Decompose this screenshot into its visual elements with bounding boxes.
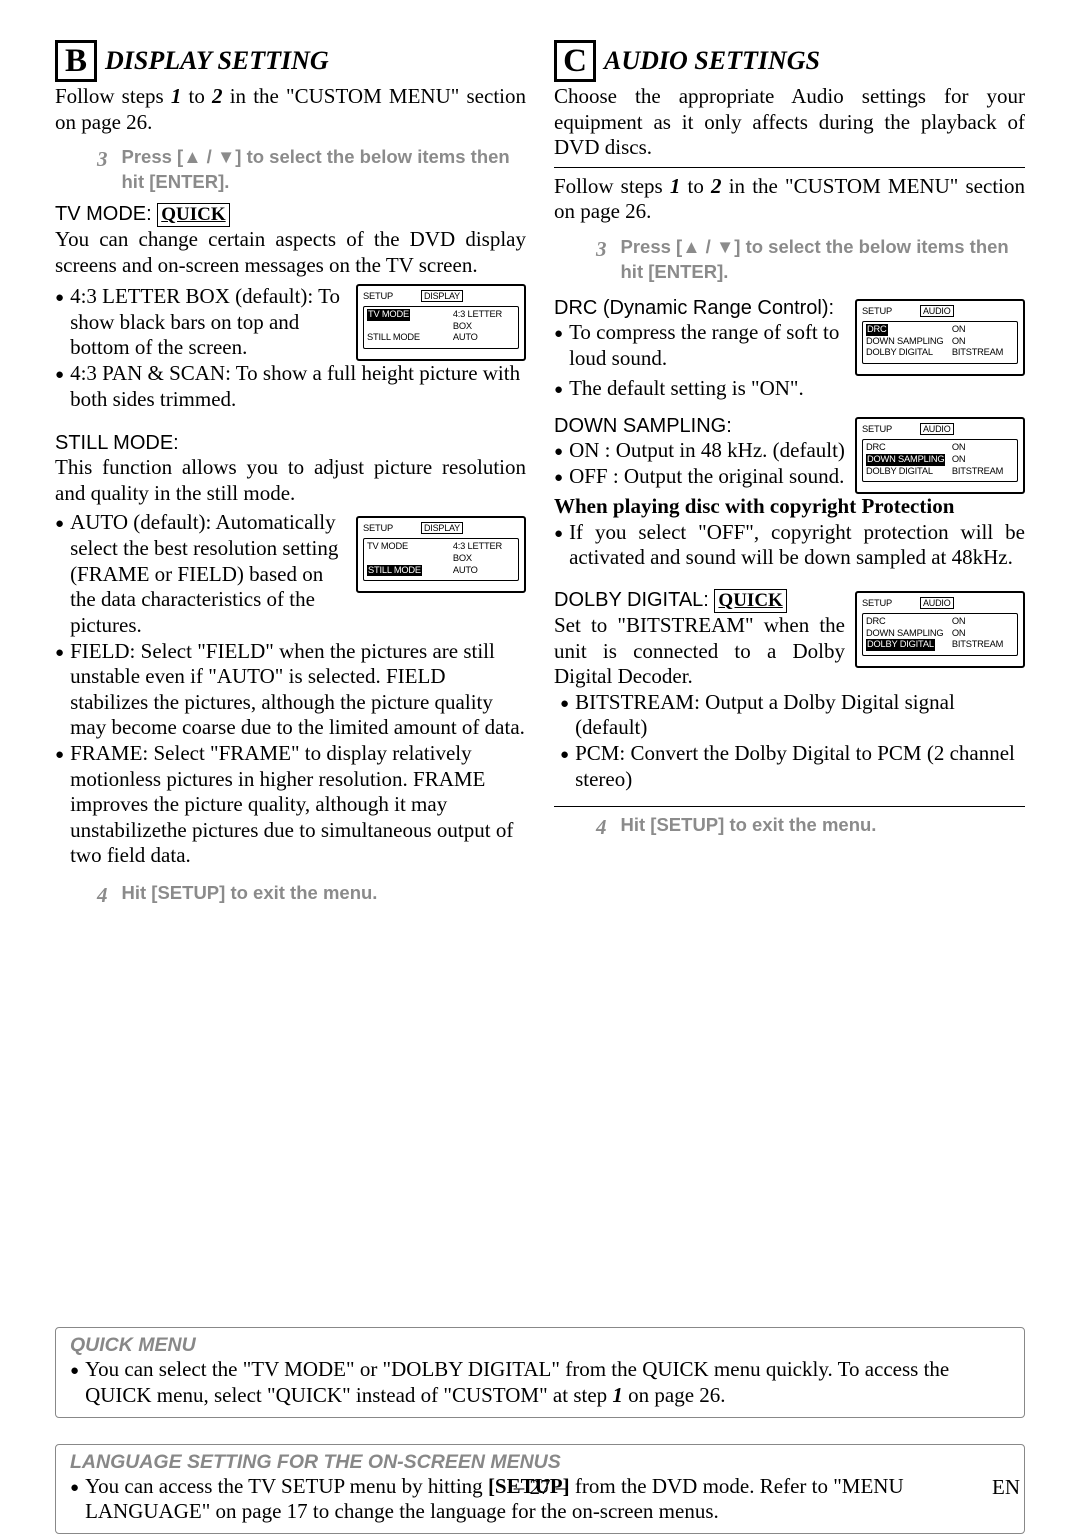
bullet-frame: ● FRAME: Select "FRAME" to display relat… xyxy=(55,741,526,869)
still-mode-heading: STILL MODE: xyxy=(55,432,526,455)
page-number: – 27 – xyxy=(0,1475,1080,1500)
step-3-c: 3 Press [▲ / ▼] to select the below item… xyxy=(596,235,1025,285)
section-c: C AUDIO SETTINGS Choose the appropriate … xyxy=(554,40,1025,917)
bullet-auto: ● AUTO (default): Automatically select t… xyxy=(55,510,346,638)
bullet-panscan: ● 4:3 PAN & SCAN: To show a full height … xyxy=(55,361,526,412)
menu-audio-2: SETUPAUDIO DRCON DOWN SAMPLINGON DOLBY D… xyxy=(855,417,1025,494)
bullet-ds-1: ● ON : Output in 48 kHz. (default) xyxy=(554,438,845,464)
section-b: B DISPLAY SETTING Follow steps 1 to 2 in… xyxy=(55,40,526,917)
bullet-ds-2: ● OFF : Output the original sound. xyxy=(554,464,845,490)
tv-mode-heading: TV MODE: QUICK xyxy=(55,203,526,227)
section-c-title: AUDIO SETTINGS xyxy=(604,46,820,76)
quick-menu-body: ● You can select the "TV MODE" or "DOLBY… xyxy=(70,1357,1010,1408)
section-c-follow: Follow steps 1 to 2 in the "CUSTOM MENU"… xyxy=(554,174,1025,225)
section-b-letter: B xyxy=(55,40,97,82)
page-language-code: EN xyxy=(992,1475,1020,1500)
bullet-field: ● FIELD: Select "FIELD" when the picture… xyxy=(55,639,526,741)
bullet-drc-2: ● The default setting is "ON". xyxy=(554,376,1025,402)
section-b-intro: Follow steps 1 to 2 in the "CUSTOM MENU"… xyxy=(55,84,526,135)
dolby-body: Set to "BITSTREAM" when the unit is conn… xyxy=(554,613,845,690)
quick-badge: QUICK xyxy=(157,203,229,227)
still-mode-body: This function allows you to adjust pictu… xyxy=(55,455,526,506)
menu-display-2: SETUPDISPLAY TV MODE4:3 LETTER BOX STILL… xyxy=(356,516,526,593)
tv-mode-body: You can change certain aspects of the DV… xyxy=(55,227,526,278)
section-c-intro: Choose the appropriate Audio settings fo… xyxy=(554,84,1025,161)
bullet-bitstream: ● BITSTREAM: Output a Dolby Digital sign… xyxy=(560,690,1025,741)
quick-menu-box: QUICK MENU ● You can select the "TV MODE… xyxy=(55,1327,1025,1417)
menu-audio-1: SETUPAUDIO DRCON DOWN SAMPLINGON DOLBY D… xyxy=(855,299,1025,376)
section-b-title: DISPLAY SETTING xyxy=(105,46,329,76)
drc-heading: DRC (Dynamic Range Control): xyxy=(554,297,845,320)
step-4-b: 4 Hit [SETUP] to exit the menu. xyxy=(97,881,526,909)
copyright-heading: When playing disc with copyright Protect… xyxy=(554,494,1025,520)
bullet-letterbox: ● 4:3 LETTER BOX (default): To show blac… xyxy=(55,284,346,361)
quick-menu-title: QUICK MENU xyxy=(70,1334,1010,1357)
bullet-drc-1: ● To compress the range of soft to loud … xyxy=(554,320,845,371)
step-4-c: 4 Hit [SETUP] to exit the menu. xyxy=(596,813,1025,841)
menu-display-1: SETUPDISPLAY TV MODE4:3 LETTER BOX STILL… xyxy=(356,284,526,361)
step-3-b: 3 Press [▲ / ▼] to select the below item… xyxy=(97,145,526,195)
dolby-heading: DOLBY DIGITAL: QUICK xyxy=(554,589,845,613)
quick-badge-2: QUICK xyxy=(714,589,786,613)
down-sampling-heading: DOWN SAMPLING: xyxy=(554,415,845,438)
bullet-copyright: ● If you select "OFF", copyright protect… xyxy=(554,520,1025,571)
menu-audio-3: SETUPAUDIO DRCON DOWN SAMPLINGON DOLBY D… xyxy=(855,591,1025,668)
language-menu-title: LANGUAGE SETTING FOR THE ON-SCREEN MENUS xyxy=(70,1451,1010,1474)
section-c-letter: C xyxy=(554,40,596,82)
bullet-pcm: ● PCM: Convert the Dolby Digital to PCM … xyxy=(560,741,1025,792)
